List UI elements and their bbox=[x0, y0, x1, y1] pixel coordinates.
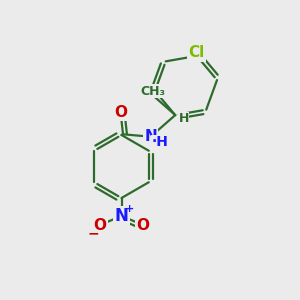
Text: N: N bbox=[115, 207, 128, 225]
Text: O: O bbox=[114, 105, 127, 120]
Text: H: H bbox=[178, 112, 189, 125]
Text: CH₃: CH₃ bbox=[140, 85, 165, 98]
Text: +: + bbox=[125, 204, 134, 214]
Text: ·H: ·H bbox=[152, 135, 169, 149]
Text: O: O bbox=[93, 218, 106, 232]
Text: Cl: Cl bbox=[189, 45, 205, 60]
Text: N: N bbox=[144, 129, 157, 144]
Text: −: − bbox=[88, 226, 99, 240]
Text: O: O bbox=[136, 218, 150, 232]
